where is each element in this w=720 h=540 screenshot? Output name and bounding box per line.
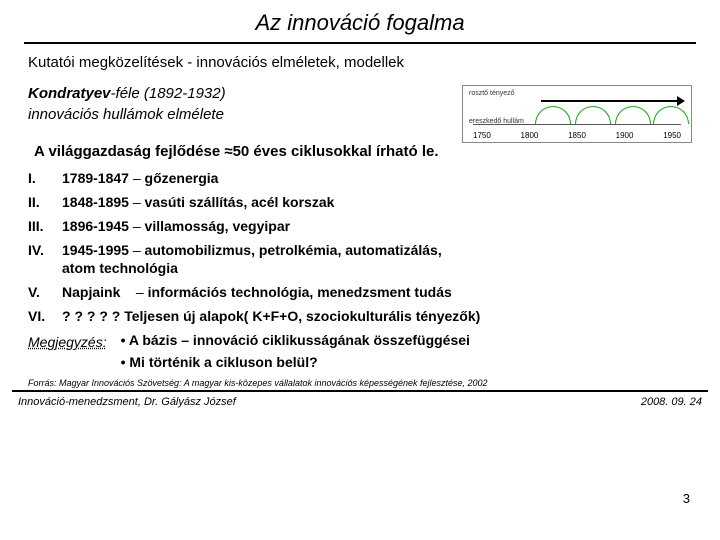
item-range: 1789-1847 [62,170,129,186]
list-item-4-line2: atom technológia [28,260,692,276]
item-num: II. [28,194,62,210]
item-text: Napjaink – információs technológia, mene… [62,284,692,300]
note-label: Megjegyzés: [28,332,107,350]
list-item-2: II. 1848-1895 – vasúti szállítás, acél k… [28,194,692,210]
item-num: V. [28,284,62,300]
diagram-years: 1750 1800 1850 1900 1950 [473,131,681,140]
kondratyev-suffix: -féle (1892-1932) [111,85,226,102]
page-title: Az innováció fogalma [0,0,720,42]
wave-diagram: rosztő tényező ereszkedő hullám 1750 180… [462,85,692,143]
kondratyev-name: Kondratyev [28,85,111,102]
item-dash: – [133,218,141,234]
item-range: 1945-1995 [62,242,129,258]
diagram-top-label: rosztő tényező [469,90,685,97]
diagram-arrow-head-icon [677,96,685,106]
page-number: 3 [683,491,690,506]
world-economy-text: A világgazdaság fejlődése ≈50 éves ciklu… [34,143,439,160]
footer: Innováció-menedzsment, Dr. Gályász Józse… [0,392,720,408]
source-citation: Forrás: Magyar Innovációs Szövetség: A m… [0,376,720,388]
item-text: 1945-1995 – automobilizmus, petrolkémia,… [62,242,692,258]
item-range: ? ? ? ? ? [62,308,120,324]
item-desc: villamosság, vegyipar [145,218,291,234]
item-dash: – [133,242,141,258]
item-dash: – [133,170,141,186]
note-bullets: • A bázis – innováció ciklikusságának ös… [121,332,692,376]
list-item-5: V. Napjaink – információs technológia, m… [28,284,692,300]
subtitle-row: Kutatói megközelítések - innovációs elmé… [28,54,692,79]
diagram-baseline [473,124,681,125]
item-text: 1848-1895 – vasúti szállítás, acél korsz… [62,194,692,210]
item-desc: Teljesen új alapok( K+F+O, szociokulturá… [124,308,480,324]
item-desc: automobilizmus, petrolkémia, automatizál… [145,242,442,258]
year-0: 1750 [473,131,491,140]
item-num: IV. [28,242,62,258]
year-4: 1950 [663,131,681,140]
note-row: Megjegyzés: • A bázis – innováció ciklik… [28,332,692,376]
year-3: 1900 [616,131,634,140]
year-2: 1850 [568,131,586,140]
subtitle: Kutatói megközelítések - innovációs elmé… [28,54,404,71]
footer-left: Innováció-menedzsment, Dr. Gályász Józse… [18,396,236,408]
list-item-4: IV. 1945-1995 – automobilizmus, petrolké… [28,242,692,258]
year-1: 1800 [521,131,539,140]
item-dash: – [136,284,144,300]
item-dash: – [133,194,141,210]
note-bullet-2: • Mi történik a cikluson belül? [121,354,692,370]
kondratyev-line: Kondratyev-féle (1892-1932) [28,85,448,102]
item-text: 1789-1847 – gőzenergia [62,170,692,186]
note-bullet-1: • A bázis – innováció ciklikusságának ös… [121,332,692,348]
item-desc: gőzenergia [145,170,219,186]
wave-hump-1 [535,106,571,124]
wave-hump-2 [575,106,611,124]
item-desc: információs technológia, menedzsment tud… [148,284,452,300]
list-item-3: III. 1896-1945 – villamosság, vegyipar [28,218,692,234]
item-num: III. [28,218,62,234]
wave-hump-3 [615,106,651,124]
item-text: ? ? ? ? ? Teljesen új alapok( K+F+O, szo… [62,308,692,324]
wave-hump-4 [653,106,689,124]
item-text: 1896-1945 – villamosság, vegyipar [62,218,692,234]
item-desc: vasúti szállítás, acél korszak [145,194,335,210]
item-num: VI. [28,308,62,324]
item-range: Napjaink [62,284,120,300]
content-area: Kutatói megközelítések - innovációs elmé… [0,44,720,376]
item-num: I. [28,170,62,186]
list-item-6: VI. ? ? ? ? ? Teljesen új alapok( K+F+O,… [28,308,692,324]
item-range: 1848-1895 [62,194,129,210]
footer-right: 2008. 09. 24 [641,396,702,408]
world-economy-line: A világgazdaság fejlődése ≈50 éves ciklu… [28,143,692,160]
item-range: 1896-1945 [62,218,129,234]
list-item-1: I. 1789-1847 – gőzenergia [28,170,692,186]
wave-theory: innovációs hullámok elmélete [28,106,448,123]
diagram-arrow-line [541,100,681,102]
